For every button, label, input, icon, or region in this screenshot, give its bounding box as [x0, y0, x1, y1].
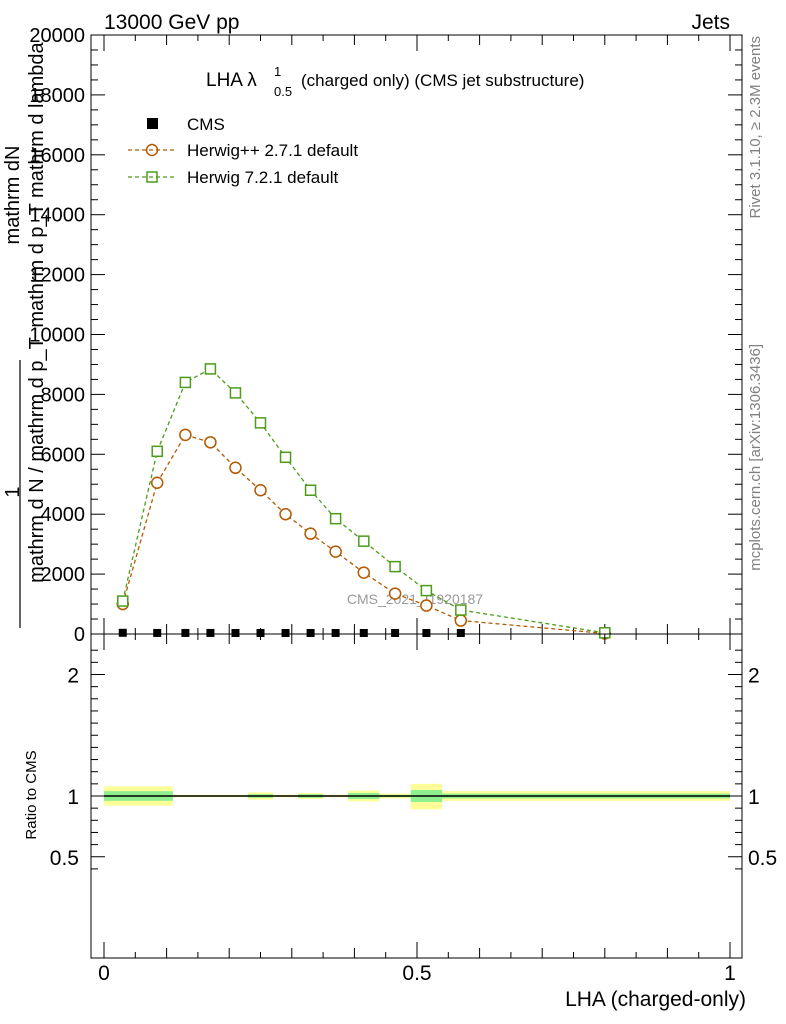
herwig7-point	[358, 535, 370, 547]
cms-data-point	[281, 629, 290, 637]
main-ytick-label: 0	[74, 624, 85, 646]
ratio-ytick-label-right: 2	[748, 665, 760, 688]
cms-data-point	[256, 629, 265, 637]
main-plot-panel: 0 2000 4000 6000 8000 10000 12000 14000 16000 180…	[2, 25, 743, 646]
rivet-label: Rivet 3.1.10, ≥ 2.3M events	[747, 36, 764, 219]
herwigpp-point	[150, 476, 164, 490]
legend-marker-herwigpp	[145, 143, 159, 157]
cms-data-point	[306, 629, 315, 637]
cms-data-point	[231, 629, 240, 637]
ratio-ylabel: Ratio to CMS	[23, 750, 40, 839]
legend: CMS Herwig++ 2.7.1 default Herwig 7.2.1 …	[128, 115, 358, 187]
main-ytick-label: 14000	[29, 205, 85, 227]
legend-label-cms: CMS	[187, 115, 225, 134]
herwigpp-point	[388, 587, 402, 600]
header-left: 13000 GeV pp	[104, 11, 239, 34]
herwig7-point	[279, 451, 292, 464]
herwigpp-point	[304, 527, 317, 540]
cms-data-point	[206, 628, 215, 637]
herwigpp-point	[454, 614, 468, 627]
legend-label-herwig7: Herwig 7.2.1 default	[187, 168, 338, 187]
herwigpp-point	[329, 545, 342, 558]
herwig7-point	[179, 376, 192, 389]
ylabel-one: 1	[2, 486, 24, 497]
svg-text:LHA λ: LHA λ	[206, 70, 257, 91]
ratio-ytick-label-right: 0.5	[748, 847, 777, 870]
ratio-ytick-label: 1	[67, 786, 79, 809]
herwig7-point	[204, 363, 217, 375]
title-sup: 1	[274, 64, 281, 79]
herwigpp-point	[420, 599, 433, 612]
legend-label-herwigpp: Herwig++ 2.7.1 default	[187, 141, 358, 160]
legend-marker-cms	[147, 118, 158, 129]
title-rest: (charged only) (CMS jet substructure)	[301, 71, 584, 90]
main-ytick-label: 6000	[41, 444, 86, 466]
title-main: LHA λ	[206, 70, 257, 91]
main-ytick-label: 18000	[29, 85, 85, 107]
herwig7-point	[304, 484, 317, 496]
main-ylabel: mathrm dN mathrm d p_T mathrm d lambda 1…	[2, 41, 48, 628]
ratio-ytick-label-right: 1	[748, 786, 760, 809]
herwigpp-point	[254, 483, 267, 497]
watermark: CMS_2021_I1920187	[347, 591, 483, 607]
ratio-xtick-label: 1	[724, 962, 736, 985]
main-ytick-label: 8000	[41, 384, 86, 406]
main-ytick-label: 2000	[41, 564, 86, 586]
cms-data-point	[331, 629, 340, 637]
cms-data-point	[456, 629, 465, 637]
ratio-plot-panel: 0.5 0.5 1 1 2 2 0 0.5 1 Ratio to CMS LHA (charge…	[23, 633, 777, 1011]
main-ytick-label: 20000	[29, 25, 85, 47]
ratio-ytick-label: 0.5	[50, 847, 79, 870]
herwig7-point	[117, 595, 129, 607]
herwig7-point	[329, 512, 342, 525]
herwigpp-point	[229, 461, 242, 475]
cms-data-point	[181, 628, 190, 637]
herwig7-point	[455, 604, 467, 616]
ylabel-lower: mathrm d N / mathrm d p_T	[26, 337, 48, 583]
herwig7-point	[229, 387, 242, 399]
cms-data-point	[153, 628, 162, 637]
legend-marker-herwig7	[146, 171, 158, 183]
ratio-ytick-label: 2	[67, 665, 79, 688]
title-sub: 0.5	[274, 84, 292, 99]
ylabel-upper: mathrm dN	[2, 146, 24, 245]
ratio-xtick-label: 0.5	[402, 962, 431, 985]
mcplots-label: mcplots.cern.ch [arXiv:1306.3436]	[747, 344, 764, 571]
plot-title: LHA λ 1 0.5 (charged only) (CMS jet subs…	[206, 64, 584, 99]
cms-data-point	[359, 629, 368, 637]
herwig7-point	[389, 560, 401, 573]
main-ytick-label: 12000	[29, 265, 85, 287]
herwigpp-point	[357, 566, 371, 579]
ratio-xtick-label: 0	[98, 962, 110, 985]
ratio-plot-frame	[90, 633, 743, 959]
main-ytick-label: 16000	[29, 145, 85, 167]
header-right: Jets	[691, 11, 730, 34]
cms-data-point	[391, 629, 400, 637]
herwigpp-point	[179, 428, 192, 442]
herwig7-point	[151, 445, 163, 458]
cms-data-point	[422, 629, 431, 637]
herwigpp-point	[279, 507, 292, 521]
cms-data-point	[118, 628, 127, 637]
x-axis-label: LHA (charged-only)	[565, 988, 746, 1011]
herwig7-point	[254, 417, 267, 429]
main-ytick-label: 4000	[41, 504, 86, 526]
herwigpp-point	[204, 436, 217, 449]
main-ytick-label: 10000	[29, 325, 85, 347]
herwig7-point	[420, 584, 433, 597]
ylabel-upper2: mathrm d p_T mathrm d lambda	[26, 41, 48, 327]
